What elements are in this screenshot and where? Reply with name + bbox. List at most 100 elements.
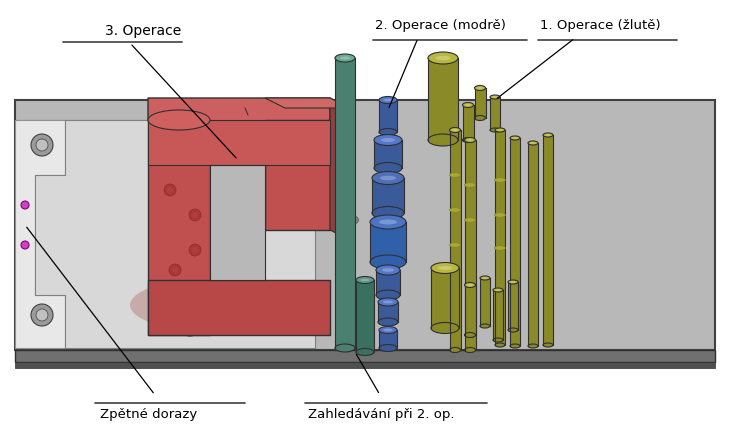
Ellipse shape <box>431 322 459 333</box>
Ellipse shape <box>378 298 398 306</box>
Circle shape <box>352 217 358 224</box>
Ellipse shape <box>130 277 310 333</box>
Ellipse shape <box>450 243 461 247</box>
Ellipse shape <box>494 246 505 250</box>
Ellipse shape <box>383 301 393 303</box>
Ellipse shape <box>528 141 538 145</box>
Ellipse shape <box>381 138 395 142</box>
Circle shape <box>164 184 176 196</box>
Polygon shape <box>148 120 330 165</box>
Ellipse shape <box>464 348 475 352</box>
Ellipse shape <box>490 95 500 99</box>
Ellipse shape <box>450 127 461 132</box>
Ellipse shape <box>356 277 374 284</box>
Ellipse shape <box>340 56 350 60</box>
Ellipse shape <box>463 138 474 142</box>
Polygon shape <box>543 135 553 345</box>
Ellipse shape <box>450 348 461 352</box>
Circle shape <box>169 264 181 276</box>
Ellipse shape <box>480 276 490 280</box>
Ellipse shape <box>372 172 404 184</box>
Ellipse shape <box>376 290 400 300</box>
Ellipse shape <box>428 52 458 64</box>
Ellipse shape <box>508 328 518 332</box>
Circle shape <box>204 309 226 331</box>
Circle shape <box>209 314 221 326</box>
Ellipse shape <box>465 104 471 106</box>
Ellipse shape <box>510 281 515 283</box>
Polygon shape <box>148 98 330 135</box>
Polygon shape <box>372 178 404 213</box>
Polygon shape <box>335 58 355 348</box>
Ellipse shape <box>450 208 461 212</box>
Circle shape <box>172 267 178 273</box>
Ellipse shape <box>361 279 369 281</box>
Ellipse shape <box>496 289 501 291</box>
Text: 2. Operace (modrě): 2. Operace (modrě) <box>375 19 506 32</box>
Circle shape <box>36 139 48 151</box>
Ellipse shape <box>378 318 398 326</box>
Ellipse shape <box>380 176 396 180</box>
Ellipse shape <box>512 137 518 139</box>
Polygon shape <box>370 222 406 262</box>
Ellipse shape <box>438 266 452 270</box>
Circle shape <box>192 247 198 253</box>
Polygon shape <box>528 143 538 346</box>
Ellipse shape <box>493 338 503 342</box>
Ellipse shape <box>467 139 473 141</box>
Circle shape <box>21 241 29 249</box>
Ellipse shape <box>493 96 498 98</box>
Text: 3. Operace: 3. Operace <box>105 24 181 38</box>
Polygon shape <box>431 268 459 328</box>
Circle shape <box>31 304 53 326</box>
Polygon shape <box>15 100 715 350</box>
Ellipse shape <box>379 97 397 104</box>
Ellipse shape <box>494 213 505 217</box>
Polygon shape <box>480 278 490 326</box>
Ellipse shape <box>480 324 490 328</box>
Polygon shape <box>15 350 715 362</box>
Circle shape <box>372 251 378 258</box>
Circle shape <box>204 309 226 331</box>
Circle shape <box>189 244 201 256</box>
Polygon shape <box>210 165 265 280</box>
Polygon shape <box>15 120 65 348</box>
Ellipse shape <box>453 129 458 131</box>
Polygon shape <box>15 362 715 368</box>
Ellipse shape <box>370 255 406 269</box>
Ellipse shape <box>463 102 474 108</box>
Ellipse shape <box>436 56 450 60</box>
Polygon shape <box>450 130 461 350</box>
Ellipse shape <box>379 220 397 224</box>
Ellipse shape <box>477 87 483 89</box>
Ellipse shape <box>374 135 402 146</box>
Polygon shape <box>356 280 374 352</box>
Ellipse shape <box>428 134 458 146</box>
Polygon shape <box>265 120 330 230</box>
Polygon shape <box>474 88 485 118</box>
Ellipse shape <box>474 86 485 90</box>
Polygon shape <box>463 105 474 140</box>
Ellipse shape <box>335 54 355 62</box>
Polygon shape <box>374 140 402 168</box>
Ellipse shape <box>483 277 488 279</box>
Ellipse shape <box>464 138 475 142</box>
Ellipse shape <box>383 99 393 101</box>
Ellipse shape <box>372 206 404 220</box>
Ellipse shape <box>498 129 502 131</box>
Ellipse shape <box>374 162 402 173</box>
Ellipse shape <box>464 183 475 187</box>
Polygon shape <box>148 120 210 335</box>
Circle shape <box>189 209 201 221</box>
Ellipse shape <box>431 262 459 273</box>
Polygon shape <box>464 285 475 335</box>
Ellipse shape <box>543 133 553 137</box>
Polygon shape <box>15 120 315 348</box>
Ellipse shape <box>335 344 355 352</box>
Ellipse shape <box>464 218 475 222</box>
Circle shape <box>31 134 53 156</box>
Ellipse shape <box>510 136 520 140</box>
Ellipse shape <box>467 284 473 286</box>
Circle shape <box>36 309 48 321</box>
Polygon shape <box>378 302 398 322</box>
